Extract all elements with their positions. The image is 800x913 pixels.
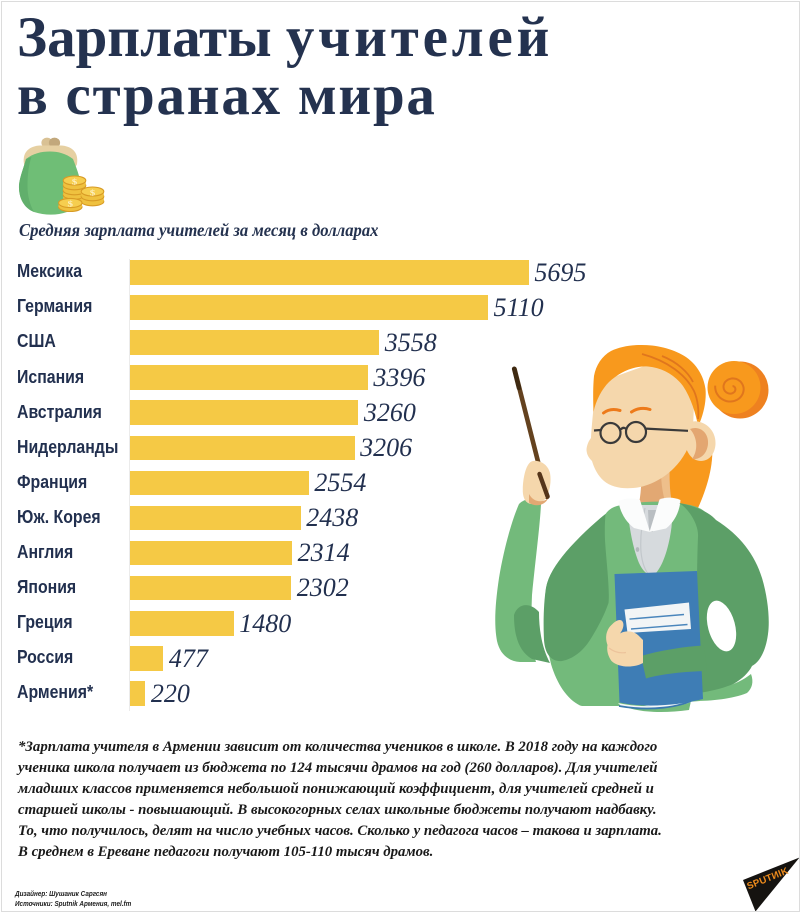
svg-text:$: $ xyxy=(90,189,96,198)
svg-text:$: $ xyxy=(68,200,74,209)
svg-text:$: $ xyxy=(72,177,78,186)
